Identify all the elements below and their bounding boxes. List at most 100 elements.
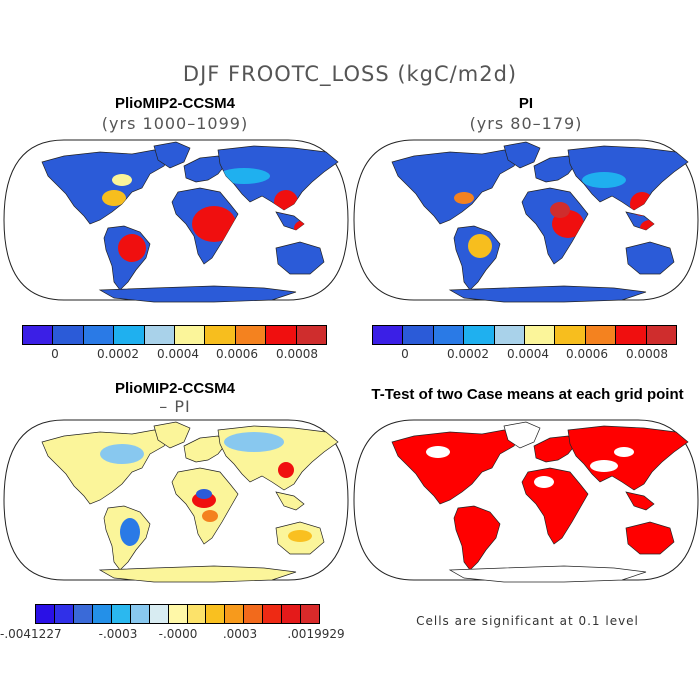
significance-note: Cells are significant at 0.1 level: [416, 614, 639, 628]
colorbar-swatch: [296, 326, 327, 344]
continent-asia: [567, 425, 689, 491]
colorbar-swatch: [403, 326, 434, 344]
field-patch: [534, 476, 554, 488]
continent-southAmerica: [453, 505, 501, 571]
tick-label: 0.0002: [447, 347, 489, 361]
colorbar-swatch: [149, 605, 169, 623]
tick-label: .0019929: [287, 627, 345, 641]
colorbar-swatch: [175, 326, 206, 344]
tick-label: .0003: [222, 627, 258, 641]
field-patch: [192, 206, 236, 242]
tick-label: 0.0006: [566, 347, 608, 361]
map-top-left: [3, 139, 349, 303]
map-bottom-right: [353, 419, 699, 583]
tick-label: 0.0004: [157, 347, 199, 361]
colorbar-swatch: [187, 605, 207, 623]
colorbar-swatch: [83, 326, 115, 344]
field-patch: [582, 172, 626, 188]
panel-title-bottom-left: PlioMIP2-CCSM4: [114, 380, 235, 397]
colorbar-swatch: [464, 326, 495, 344]
continent-europe: [533, 435, 577, 463]
field-patch: [454, 192, 474, 204]
field-patch: [112, 174, 132, 186]
field-patch: [550, 202, 570, 218]
continent-seAsia: [625, 491, 655, 511]
colorbar-swatch: [373, 326, 404, 344]
continent-greenland: [153, 421, 191, 449]
field-patch: [224, 432, 284, 452]
colorbar-swatch: [433, 326, 465, 344]
field-patch: [426, 446, 450, 458]
colorbar-swatch: [111, 605, 131, 623]
panel-title-top-right: PI: [518, 95, 534, 112]
tick-label: 0: [401, 347, 409, 361]
continent-antarctica: [448, 565, 647, 583]
colorbar-swatch: [23, 326, 54, 344]
continent-northAmerica: [41, 149, 173, 225]
colorbar-swatch: [114, 326, 145, 344]
colorbar-swatch: [225, 605, 245, 623]
colorbar-swatch: [301, 605, 320, 623]
panel-subtitle-top-right: (yrs 80–179): [469, 114, 583, 133]
panel-subtitle-top-left: (yrs 1000–1099): [101, 114, 249, 133]
panel-title-top-left: PlioMIP2-CCSM4: [114, 95, 235, 112]
continent-greenland: [153, 141, 191, 169]
continent-greenland: [503, 421, 541, 449]
colorbar-top-left: [22, 325, 327, 345]
continent-northAmerica: [391, 149, 523, 225]
panel-subtitle-bottom-left: – PI: [159, 397, 191, 416]
colorbar-swatch: [616, 326, 647, 344]
continent-australia: [625, 521, 675, 555]
field-patch: [100, 444, 144, 464]
continent-europe: [533, 155, 577, 183]
colorbar-swatch: [54, 605, 74, 623]
field-patch: [288, 530, 312, 542]
colorbar-swatch: [144, 326, 176, 344]
tick-label: 0.0002: [97, 347, 139, 361]
tick-label: 0: [51, 347, 59, 361]
field-patch: [102, 190, 126, 206]
colorbar-top-right: [372, 325, 677, 345]
panel-title-bottom-right: T-Test of two Case means at each grid po…: [371, 386, 684, 403]
colorbar-swatch: [235, 326, 267, 344]
continent-antarctica: [98, 565, 297, 583]
tick-label: 0.0004: [507, 347, 549, 361]
continent-australia: [275, 241, 325, 275]
colorbar-swatch: [53, 326, 84, 344]
tick-label: 0.0008: [276, 347, 318, 361]
colorbar-swatch: [494, 326, 526, 344]
field-patch: [196, 489, 212, 499]
continent-northAmerica: [391, 429, 523, 505]
field-patch: [202, 510, 218, 522]
colorbar-swatch: [263, 605, 283, 623]
field-patch: [614, 447, 634, 457]
colorbar-swatch: [282, 605, 302, 623]
colorbar-swatch: [525, 326, 556, 344]
field-patch: [218, 168, 270, 184]
continent-australia: [625, 241, 675, 275]
field-patch: [468, 234, 492, 258]
continent-seAsia: [275, 491, 305, 511]
colorbar-swatch: [92, 605, 112, 623]
tick-label: 0.0008: [626, 347, 668, 361]
tick-label: 0.0006: [216, 347, 258, 361]
tick-label: -.0000: [158, 627, 198, 641]
colorbar-swatch: [36, 605, 55, 623]
figure-title: DJF FROOTC_LOSS (kgC/m2d): [182, 62, 518, 86]
field-patch: [118, 234, 146, 262]
colorbar-swatch: [73, 605, 93, 623]
colorbar-swatch: [205, 326, 236, 344]
continent-antarctica: [448, 285, 647, 303]
colorbar-swatch: [555, 326, 586, 344]
map-top-right: [353, 139, 699, 303]
colorbar-swatch: [244, 605, 264, 623]
colorbar-swatch: [266, 326, 297, 344]
continent-greenland: [503, 141, 541, 169]
map-bottom-left: [3, 419, 349, 583]
colorbar-bottom: [35, 604, 320, 624]
field-patch: [120, 518, 140, 546]
colorbar-swatch: [646, 326, 677, 344]
colorbar-swatch: [206, 605, 226, 623]
field-patch: [590, 460, 618, 472]
field-patch: [278, 462, 294, 478]
